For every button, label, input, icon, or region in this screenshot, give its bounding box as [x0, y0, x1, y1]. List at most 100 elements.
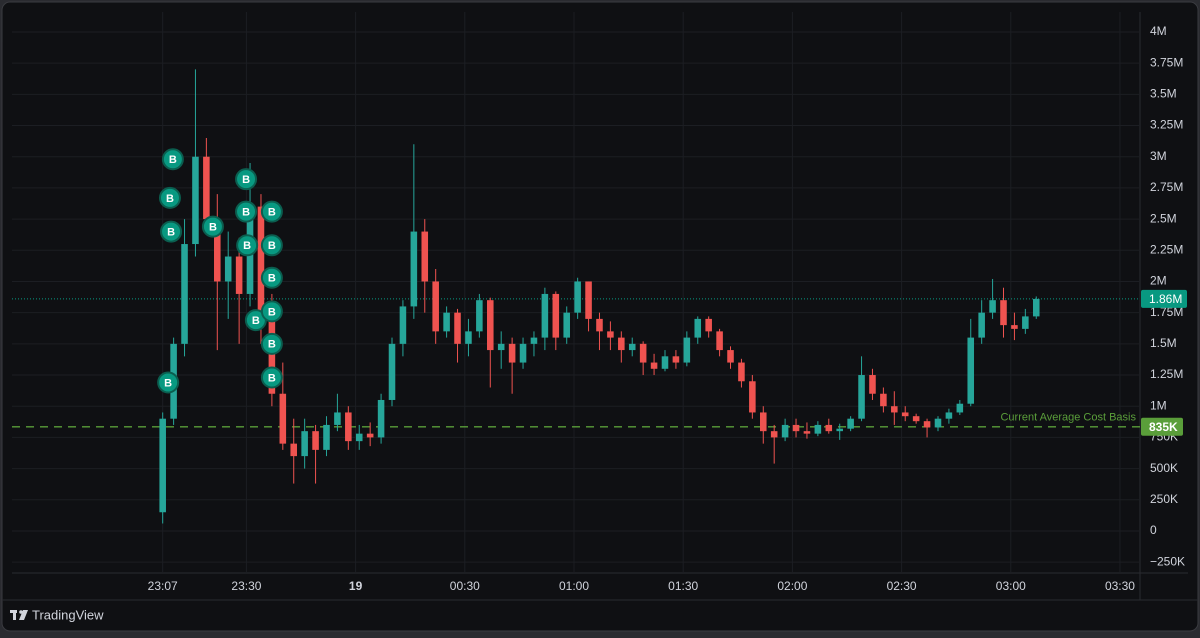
candle-body [759, 412, 767, 432]
y-tick-label: 3.25M [1150, 118, 1183, 132]
buy-marker-label: B [252, 315, 260, 327]
buy-marker [236, 234, 259, 257]
candle-body [497, 343, 505, 351]
candle-body [596, 318, 603, 332]
candle-body [257, 206, 265, 319]
x-tick-label: 01:00 [559, 579, 589, 593]
candle-body [792, 424, 800, 432]
cost-basis-badge [1141, 417, 1183, 436]
candle-body [901, 412, 909, 417]
candle-body [923, 421, 931, 428]
x-tick-label: 00:30 [450, 579, 480, 593]
y-tick-label: 3M [1150, 149, 1167, 163]
candle-body [803, 431, 811, 434]
buy-marker [260, 200, 283, 223]
buy-marker [260, 234, 283, 257]
candle-body [519, 343, 527, 363]
buy-marker [201, 215, 224, 238]
buy-marker-label: B [164, 377, 172, 389]
candle-body [1032, 298, 1040, 317]
candle-body [410, 231, 418, 307]
candle-body [1000, 300, 1007, 326]
buy-marker-label: B [268, 207, 276, 219]
logo-part [13, 610, 16, 620]
candle-body [1011, 325, 1018, 329]
candle-body [530, 337, 538, 344]
candle-body [672, 356, 680, 363]
candle-body [749, 381, 756, 413]
buy-marker-label: B [167, 226, 175, 238]
candle-body [716, 331, 723, 351]
x-tick-label: 02:00 [777, 579, 807, 593]
candle-body [1022, 316, 1029, 329]
buy-marker [235, 168, 258, 191]
axes: 4M3.75M3.5M3.25M3M2.75M2.5M2.25M2M1.75M1… [148, 24, 1187, 593]
y-tick-label: 0 [1150, 523, 1157, 537]
brand-name: TradingView [32, 607, 104, 622]
candle-body [552, 293, 560, 338]
candle-body [377, 399, 385, 438]
candle-body [432, 281, 439, 332]
candle-body [279, 393, 287, 444]
candle-body [967, 337, 975, 404]
y-tick-label: 1M [1150, 398, 1167, 412]
y-tick-label: 3.75M [1150, 55, 1183, 69]
y-tick-label: 4M [1150, 24, 1167, 38]
candle-body [661, 356, 669, 369]
buy-marker-label: B [268, 339, 276, 351]
y-tick-label: −250K [1150, 554, 1185, 568]
candle-body [705, 318, 712, 332]
buy-marker [260, 366, 283, 389]
x-tick-label: 01:30 [668, 579, 698, 593]
candle-body [421, 231, 429, 282]
y-tick-label: 1.5M [1150, 336, 1177, 350]
candle-body [912, 416, 920, 422]
buy-marker-label: B [242, 174, 250, 186]
candle-body [880, 393, 887, 407]
candle-body [312, 431, 319, 450]
candle-body [836, 428, 843, 432]
last-price-label: 1.86M [1149, 292, 1182, 306]
candle-body [268, 318, 276, 394]
candle-body [563, 312, 570, 338]
candle-body [607, 331, 614, 338]
candle-body [345, 412, 352, 442]
logo-part [19, 610, 28, 620]
candle-body [235, 256, 243, 294]
buy-marker-label: B [268, 240, 276, 252]
candle-body [978, 312, 985, 338]
candle-body [388, 343, 396, 400]
buy-marker [260, 332, 283, 355]
candle-body [541, 293, 549, 338]
y-tick-label: 1.25M [1150, 367, 1183, 381]
buy-marker-label: B [242, 207, 250, 219]
buy-marker [158, 186, 181, 209]
candle-body [989, 300, 996, 313]
grid [12, 12, 1140, 573]
candle-body [355, 433, 363, 442]
candle-body [825, 424, 833, 432]
candle-body [574, 281, 581, 313]
buy-marker [160, 220, 183, 243]
candle-body [323, 424, 330, 450]
candle-body [945, 412, 953, 419]
candle-body [738, 362, 745, 382]
candle-body [301, 431, 308, 457]
candle-body [476, 300, 483, 332]
candle-body [618, 337, 625, 351]
candle-body [814, 424, 822, 434]
x-tick-label: 19 [349, 579, 363, 593]
buy-marker-label: B [268, 372, 276, 384]
candle-body [487, 300, 494, 351]
candle-body [465, 331, 472, 344]
candle-body [224, 256, 232, 282]
x-tick-label: 03:00 [996, 579, 1026, 593]
candle-body [694, 318, 702, 338]
candle-body [847, 418, 854, 429]
cost-basis-label: 835K [1149, 420, 1178, 434]
candle-body [214, 219, 221, 282]
y-tick-label: 1.75M [1150, 305, 1183, 319]
